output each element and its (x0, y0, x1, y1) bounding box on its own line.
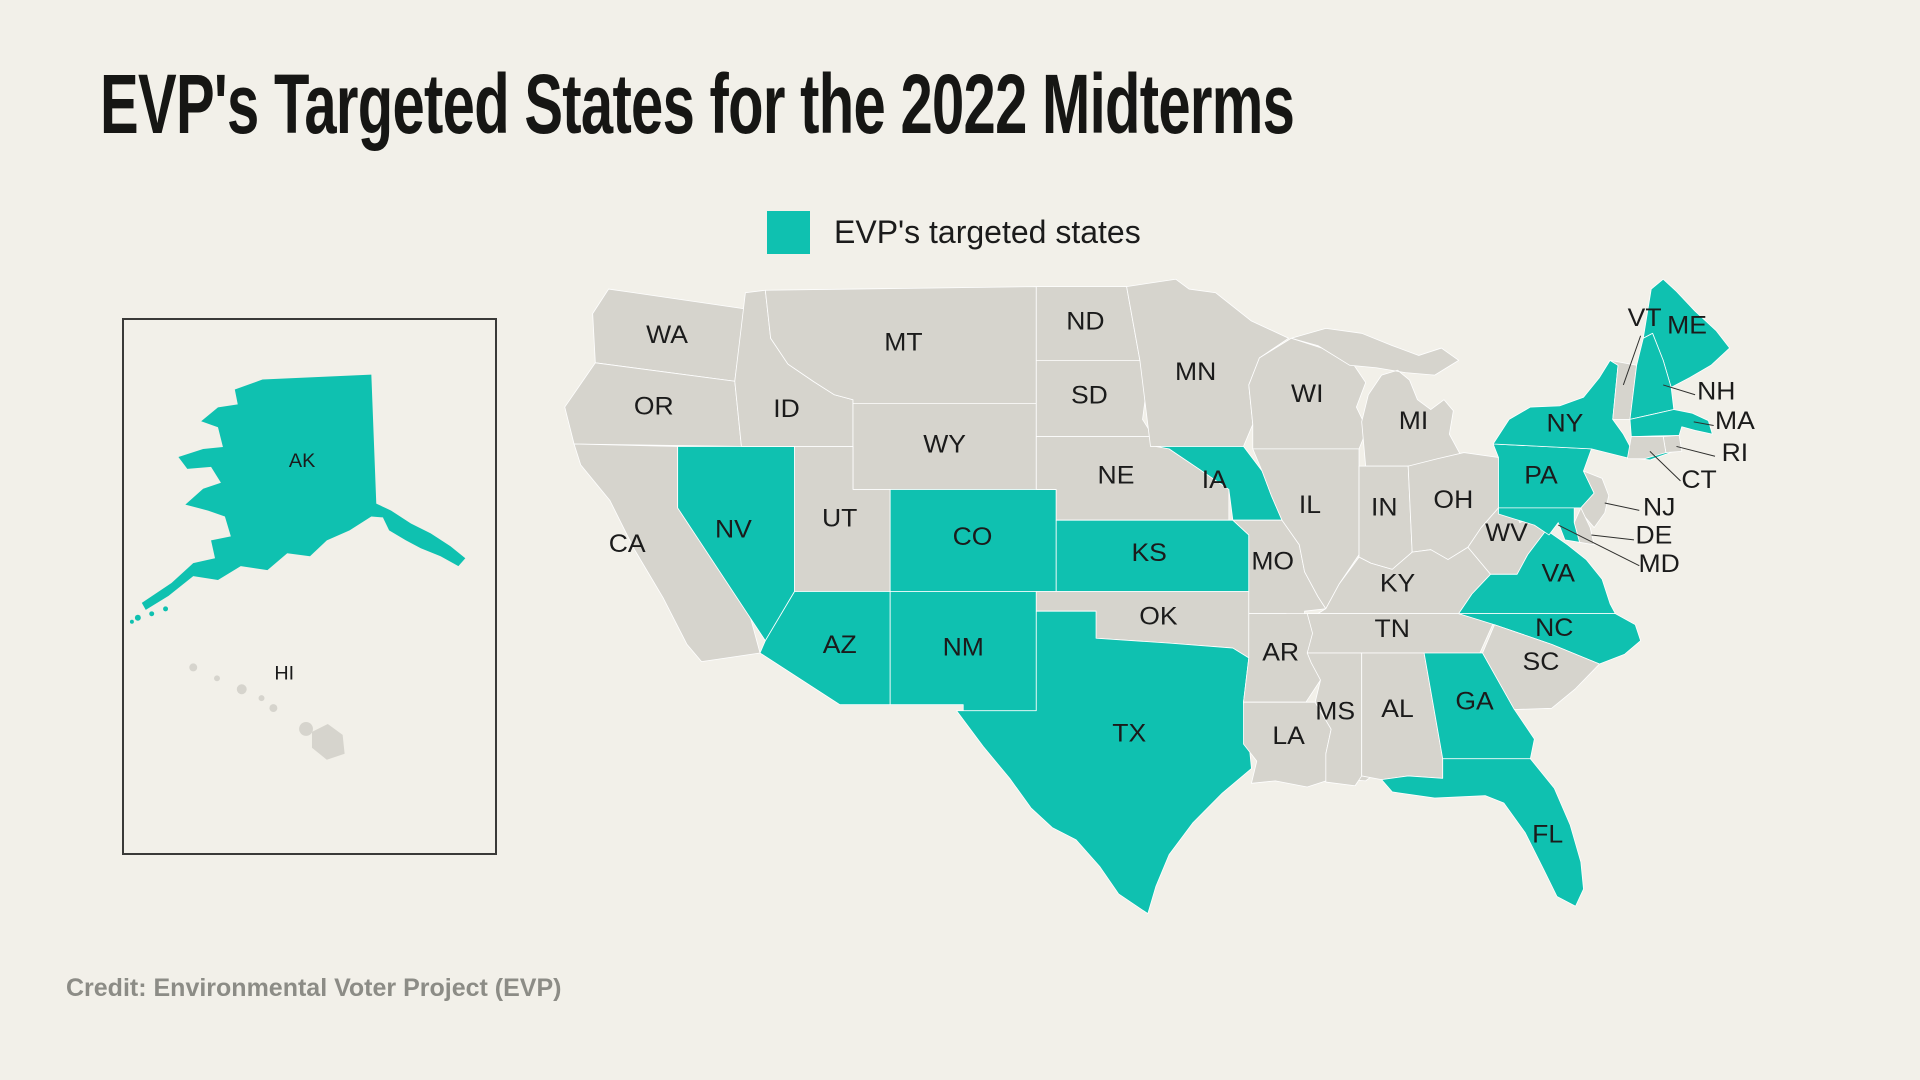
states-layer (565, 279, 1730, 913)
state-label-mo: MO (1251, 548, 1294, 575)
state-label-ut: UT (822, 505, 858, 532)
state-fl (1382, 759, 1584, 907)
state-label-id: ID (773, 396, 800, 423)
state-va (1459, 530, 1616, 614)
hi-island (189, 663, 198, 672)
state-label-ar: AR (1262, 639, 1299, 666)
callout-line-nh (1663, 385, 1695, 395)
state-label-wa: WA (646, 322, 689, 349)
credit-line: Credit: Environmental Voter Project (EVP… (66, 974, 562, 1002)
state-label-ga: GA (1455, 688, 1494, 715)
state-label-ks: KS (1131, 540, 1166, 567)
state-label-al: AL (1381, 696, 1413, 723)
state-label-tn: TN (1375, 616, 1410, 643)
ak-aleutian-island (163, 606, 169, 612)
state-label-ms: MS (1315, 698, 1355, 725)
state-label-wi: WI (1291, 381, 1323, 408)
state-label-nj: NJ (1643, 494, 1675, 521)
us-map: WA OR CA NV ID MT WY UT CO AZ NM ND SD NE KS OK TX MN IA MO… (505, 262, 1800, 1012)
state-label-ia: IA (1202, 467, 1228, 494)
hi-big-island (311, 723, 345, 760)
state-label-sc: SC (1523, 649, 1560, 676)
alaska-hawaii-inset-map: AK HI (129, 374, 466, 760)
state-label-hi: HI (274, 662, 294, 684)
state-label-ok: OK (1139, 604, 1177, 631)
state-label-ny: NY (1546, 411, 1583, 438)
hi-island (236, 684, 247, 695)
state-label-nv: NV (715, 516, 752, 543)
state-label-co: CO (953, 524, 993, 551)
state-label-ri: RI (1722, 440, 1749, 467)
state-label-wy: WY (923, 431, 966, 458)
legend: EVP's targeted states (767, 211, 1141, 254)
state-label-fl: FL (1532, 821, 1563, 848)
state-labels-layer: WA OR CA NV ID MT WY UT CO AZ NM ND SD NE KS OK TX MN IA MO… (609, 305, 1756, 848)
callout-lines-layer (1558, 336, 1715, 566)
callout-line-md (1558, 525, 1639, 566)
state-wi (1249, 338, 1367, 449)
state-label-de: DE (1635, 522, 1672, 549)
callout-line-vt (1623, 336, 1640, 385)
ak-aleutian-island (134, 614, 141, 621)
state-label-nd: ND (1066, 308, 1104, 335)
state-label-nh: NH (1697, 379, 1735, 406)
state-sc (1483, 625, 1600, 710)
callout-line-nj (1605, 503, 1640, 510)
state-ct (1627, 437, 1666, 459)
callout-line-ct (1650, 451, 1681, 481)
state-tx (957, 611, 1252, 913)
us-map-svg: WA OR CA NV ID MT WY UT CO AZ NM ND SD NE KS OK TX MN IA MO… (505, 262, 1756, 1012)
state-ma (1630, 410, 1712, 437)
callout-line-ri (1676, 446, 1715, 456)
state-label-vt: VT (1628, 305, 1662, 332)
state-label-ak: AK (289, 450, 315, 472)
state-label-sd: SD (1071, 382, 1108, 409)
state-label-pa: PA (1524, 462, 1558, 489)
page-title: EVP's Targeted States for the 2022 Midte… (100, 57, 1295, 151)
state-label-nm: NM (943, 634, 984, 661)
hi-island (269, 704, 278, 713)
state-label-va: VA (1542, 561, 1576, 588)
state-label-il: IL (1299, 492, 1321, 519)
state-label-nc: NC (1535, 615, 1573, 642)
state-mi (1291, 328, 1460, 466)
state-md (1498, 508, 1579, 542)
hi-island (214, 675, 220, 682)
state-label-or: OR (634, 393, 674, 420)
state-label-mn: MN (1175, 359, 1216, 386)
state-ak (141, 374, 466, 610)
state-label-ne: NE (1098, 462, 1135, 489)
state-label-wv: WV (1485, 520, 1528, 547)
hi-island (299, 721, 313, 736)
legend-swatch-targeted (767, 211, 810, 254)
state-nj (1581, 471, 1609, 528)
state-label-tx: TX (1112, 720, 1146, 747)
state-label-mt: MT (884, 329, 923, 356)
state-label-in: IN (1371, 494, 1398, 521)
state-label-az: AZ (823, 632, 857, 659)
hi-island (258, 695, 265, 702)
state-label-oh: OH (1433, 487, 1473, 514)
alaska-hawaii-inset: AK HI (122, 318, 497, 855)
state-label-md: MD (1639, 551, 1680, 578)
ak-aleutian-island (129, 619, 134, 624)
ak-aleutian-island (149, 611, 155, 617)
state-or (565, 363, 742, 447)
callout-line-de (1591, 535, 1634, 540)
state-ri (1663, 435, 1682, 452)
callout-line-ma (1694, 422, 1714, 426)
state-label-ct: CT (1681, 467, 1717, 494)
state-label-mi: MI (1399, 408, 1428, 435)
state-label-ky: KY (1380, 570, 1415, 597)
state-label-la: LA (1272, 723, 1305, 750)
state-label-me: ME (1667, 312, 1707, 339)
state-label-ca: CA (609, 531, 647, 558)
state-label-ma: MA (1715, 408, 1756, 435)
legend-label: EVP's targeted states (834, 214, 1141, 250)
